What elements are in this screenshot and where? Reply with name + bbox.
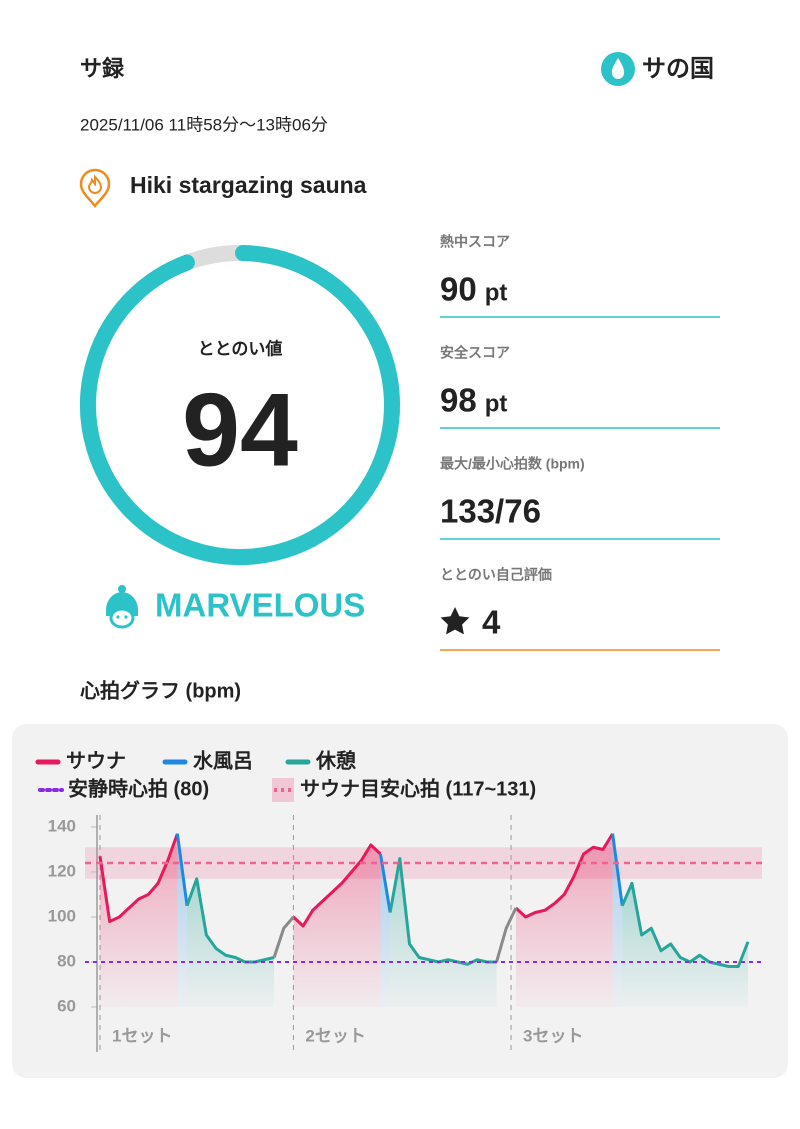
- stat-label: 熱中スコア: [440, 234, 510, 250]
- stat-value: 98: [440, 382, 477, 419]
- legend-label: 休憩: [315, 748, 356, 772]
- stat-unit: pt: [485, 390, 508, 417]
- stat-label: ととのい自己評価: [440, 567, 552, 583]
- gauge-arc: [80, 245, 400, 565]
- y-tick-label: 120: [48, 861, 76, 880]
- brand-name: サの国: [642, 55, 714, 82]
- line: [272, 907, 518, 963]
- line: [98, 832, 614, 928]
- line: [185, 857, 750, 968]
- area: [612, 833, 623, 1007]
- score-label: ととのい値: [198, 338, 283, 358]
- area: [622, 883, 748, 1007]
- flame-icon: [87, 174, 103, 194]
- stat-value: 4: [482, 604, 501, 641]
- set-label: 3セット: [523, 1026, 583, 1045]
- rank-icon: [106, 585, 138, 629]
- y-tick-label: 80: [57, 951, 76, 970]
- area: [177, 833, 188, 1007]
- legend-label: サウナ: [66, 749, 126, 772]
- score-value: 94: [182, 372, 298, 488]
- area: [293, 845, 381, 1007]
- chart-title: 心拍グラフ (bpm): [80, 678, 241, 702]
- legend-label: サウナ目安心拍 (117~131): [300, 776, 536, 800]
- place-name: Hiki stargazing sauna: [130, 172, 367, 198]
- legend-label: 安静時心拍 (80): [68, 776, 209, 800]
- star-icon: [440, 607, 470, 635]
- area: [390, 858, 497, 1007]
- place-icon: [79, 168, 111, 209]
- stat-unit: pt: [485, 279, 508, 306]
- stat-label: 安全スコア: [440, 345, 510, 361]
- stat-value: 90: [440, 271, 477, 308]
- datetime: 2025/11/06 11時58分〜13時06分: [80, 115, 328, 134]
- set-label: 1セット: [112, 1026, 172, 1045]
- area: [515, 833, 613, 1007]
- area: [380, 854, 391, 1007]
- y-tick-label: 60: [57, 996, 76, 1015]
- stats: 熱中スコア 90 pt 安全スコア 98 pt 最大/最小心拍数 (bpm) 133/76 とと…: [440, 234, 720, 651]
- area: [100, 833, 178, 1007]
- set-label: 2セット: [305, 1026, 365, 1045]
- legend-label: 水風呂: [193, 749, 253, 772]
- app-title: サ録: [80, 56, 125, 81]
- area: [187, 878, 275, 1007]
- stat-value: 133/76: [440, 493, 541, 530]
- stat-label: 最大/最小心拍数 (bpm): [440, 456, 585, 472]
- rank: MARVELOUS: [155, 587, 365, 624]
- y-tick-label: 100: [48, 906, 76, 925]
- gauge: [80, 245, 400, 565]
- brand-drop: [611, 58, 625, 79]
- y-tick-label: 140: [48, 816, 76, 835]
